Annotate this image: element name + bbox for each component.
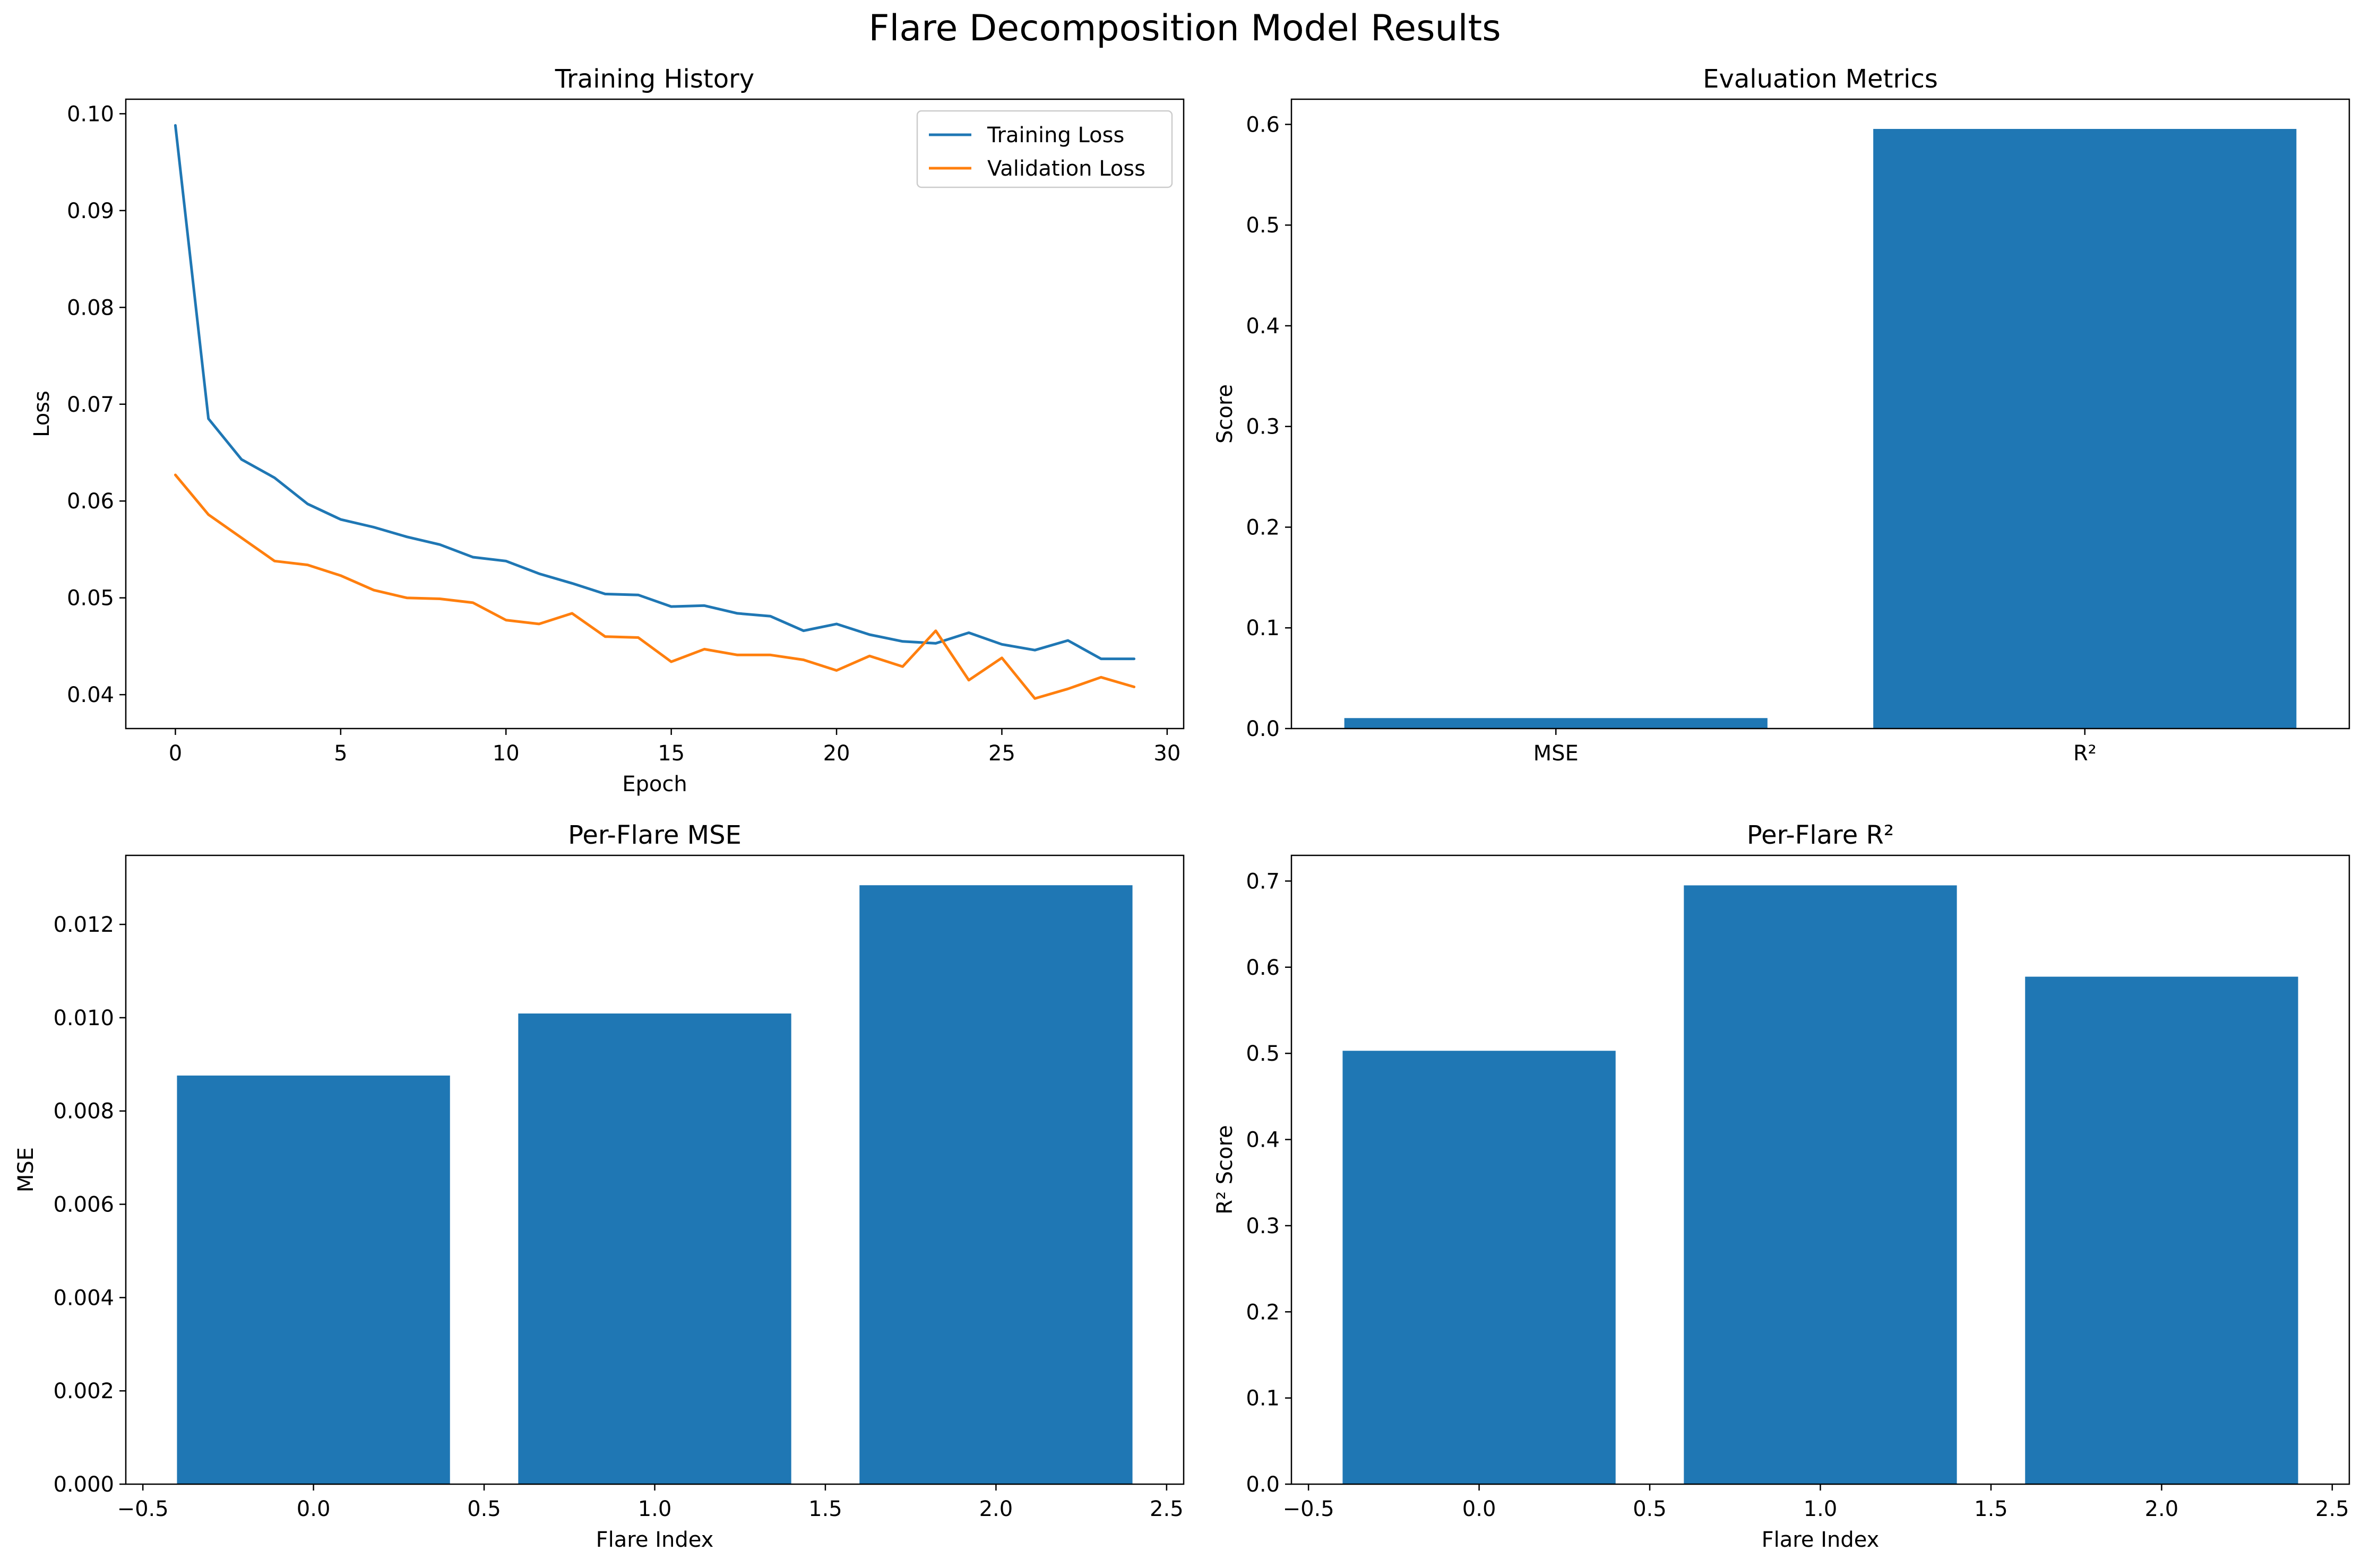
- y-tick-label: 0.4: [1246, 1128, 1280, 1153]
- per-flare-mse-panel: Per-Flare MSE 0.000 0.002 0.004 0.006 0.008 0.…: [14, 820, 1185, 1552]
- x-tick-label: 1.5: [808, 1497, 842, 1521]
- x-tick-label: 1.0: [638, 1497, 672, 1521]
- y-tick-label: 0.05: [67, 586, 114, 611]
- x-tick-label: 20: [823, 741, 850, 766]
- panel-title: Training History: [555, 64, 754, 94]
- y-tick-label: 0.1: [1246, 1387, 1280, 1411]
- series-line-validation-loss: [174, 473, 1136, 700]
- y-tick-label: 0.7: [1246, 869, 1280, 894]
- bar-1: [518, 1013, 791, 1484]
- legend: Training Loss Validation Loss: [916, 110, 1173, 188]
- panel-title: Per-Flare R²: [1747, 820, 1894, 850]
- y-tick-label: 0.6: [1246, 112, 1280, 137]
- y-tick-label: 0.04: [67, 683, 114, 707]
- x-tick-label: 25: [988, 741, 1015, 766]
- x-tick-label: R²: [2073, 741, 2097, 766]
- figure-title: Flare Decomposition Model Results: [868, 7, 1501, 49]
- y-tick-label: 0.6: [1246, 956, 1280, 980]
- x-axis-label: Flare Index: [596, 1528, 714, 1552]
- y-tick-label: 0.06: [67, 489, 114, 514]
- x-axis-label: Flare Index: [1762, 1528, 1880, 1552]
- x-tick-label: 0: [169, 741, 182, 766]
- x-tick-label: 2.5: [2315, 1497, 2349, 1521]
- y-tick-label: 0.07: [67, 393, 114, 417]
- evaluation-metrics-panel: Evaluation Metrics 0.0 0.1 0.2 0.3 0.4 0.5 0.6 M…: [1213, 64, 2350, 766]
- y-tick-label: 0.012: [53, 913, 114, 937]
- x-tick-label: 15: [658, 741, 685, 766]
- y-tick-label: 0.4: [1246, 314, 1280, 339]
- x-tick-label: 2.0: [979, 1497, 1013, 1521]
- y-tick-label: 0.09: [67, 199, 114, 223]
- x-tick-label: −0.5: [1283, 1497, 1334, 1521]
- y-tick-label: 0.5: [1246, 213, 1280, 238]
- y-axis-label: Loss: [30, 391, 54, 437]
- legend-box: [916, 110, 1173, 188]
- x-axis-label: Epoch: [622, 772, 687, 796]
- y-tick-label: 0.000: [53, 1472, 114, 1497]
- y-tick-label: 0.3: [1246, 415, 1280, 439]
- x-tick-label: MSE: [1533, 741, 1579, 766]
- y-tick-label: 0.004: [53, 1286, 114, 1310]
- y-tick-label: 0.002: [53, 1379, 114, 1404]
- axes-frame: [1290, 98, 2350, 730]
- x-tick-label: 10: [493, 741, 520, 766]
- bar-0: [1344, 718, 1768, 729]
- x-tick-label: −0.5: [117, 1497, 169, 1521]
- y-tick-label: 0.0: [1246, 1472, 1280, 1497]
- y-tick-label: 0.010: [53, 1006, 114, 1030]
- bar-0: [1342, 1051, 1616, 1484]
- y-tick-label: 0.2: [1246, 1300, 1280, 1324]
- legend-label: Validation Loss: [987, 157, 1145, 181]
- legend-label: Training Loss: [987, 123, 1124, 148]
- y-tick-label: 0.5: [1246, 1042, 1280, 1066]
- bar-1: [1873, 128, 2297, 729]
- x-tick-label: 1.0: [1804, 1497, 1838, 1521]
- axes-frame: [125, 98, 1185, 730]
- y-tick-label: 0.008: [53, 1099, 114, 1124]
- training-history-panel: Training History 0.04 0.05 0.06 0.07 0.08 0.09…: [30, 64, 1185, 796]
- per-flare-r2-panel: Per-Flare R² 0.0 0.1 0.2 0.3 0.4 0.5 0.6 0.7 −0.5…: [1213, 820, 2350, 1552]
- y-tick-label: 0.2: [1246, 515, 1280, 540]
- y-tick-label: 0.006: [53, 1193, 114, 1217]
- y-tick-label: 0.08: [67, 296, 114, 320]
- bar-0: [177, 1075, 450, 1484]
- y-axis-label: R² Score: [1213, 1125, 1237, 1215]
- x-tick-label: 2.5: [1150, 1497, 1184, 1521]
- y-axis-label: Score: [1213, 384, 1237, 444]
- y-tick-label: 0.10: [67, 102, 114, 126]
- y-tick-label: 0.0: [1246, 717, 1280, 741]
- panel-title: Evaluation Metrics: [1703, 64, 1938, 94]
- x-tick-label: 0.5: [467, 1497, 501, 1521]
- y-tick-label: 0.1: [1246, 616, 1280, 640]
- x-tick-label: 5: [334, 741, 347, 766]
- y-axis-label: MSE: [14, 1147, 38, 1192]
- panel-title: Per-Flare MSE: [568, 820, 742, 850]
- x-tick-label: 0.0: [297, 1497, 331, 1521]
- bar-2: [859, 885, 1133, 1484]
- x-tick-label: 0.0: [1462, 1497, 1496, 1521]
- bar-2: [2025, 976, 2298, 1484]
- x-tick-label: 30: [1153, 741, 1180, 766]
- bar-1: [1684, 885, 1957, 1484]
- y-tick-label: 0.3: [1246, 1214, 1280, 1238]
- x-tick-label: 2.0: [2145, 1497, 2179, 1521]
- x-tick-label: 1.5: [1974, 1497, 2008, 1521]
- series-line-training-loss: [174, 124, 1136, 661]
- x-tick-label: 0.5: [1633, 1497, 1667, 1521]
